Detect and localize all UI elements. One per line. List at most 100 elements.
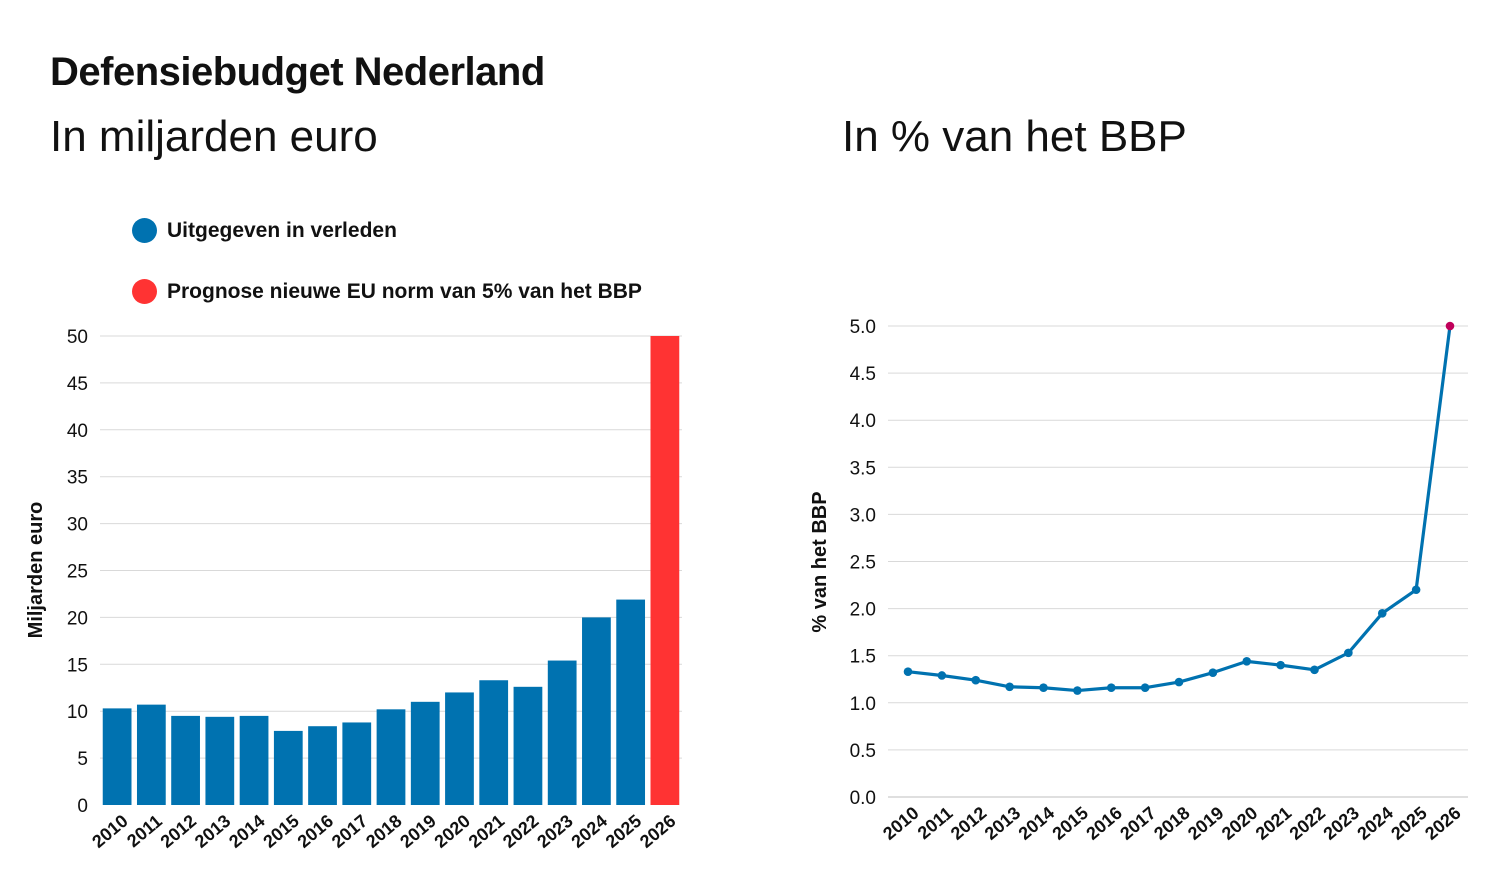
line-x-tick-label: 2013 xyxy=(981,803,1025,844)
line-point-2026 xyxy=(1445,321,1455,331)
bar-x-tick-label: 2026 xyxy=(636,811,680,852)
bar-x-tick-label: 2018 xyxy=(362,811,406,852)
line-y-tick-label: 3.0 xyxy=(850,505,876,526)
bar-2024 xyxy=(582,617,611,805)
bar-2011 xyxy=(136,704,166,805)
line-y-axis-label: % van het BBP xyxy=(809,491,831,632)
bar-x-tick-label: 2014 xyxy=(225,811,269,852)
legend-swatch-past xyxy=(132,218,157,243)
bar-y-tick-label: 45 xyxy=(67,374,88,395)
bar-x-tick-label: 2022 xyxy=(499,811,543,852)
line-x-tick-label: 2026 xyxy=(1421,803,1465,844)
legend-swatch-forecast xyxy=(132,279,157,304)
line-x-tick-label: 2021 xyxy=(1252,803,1296,844)
bar-y-tick-label: 15 xyxy=(67,655,88,676)
bar-y-tick-label: 5 xyxy=(77,749,88,770)
bar-2016 xyxy=(308,726,337,805)
line-point-2016 xyxy=(1106,683,1116,693)
line-x-tick-label: 2019 xyxy=(1184,803,1228,844)
line-x-tick-label: 2015 xyxy=(1048,803,1092,844)
line-y-tick-label: 5.0 xyxy=(850,317,876,338)
line-point-2021 xyxy=(1276,660,1285,670)
line-point-2022 xyxy=(1310,665,1319,675)
bar-y-tick-label: 25 xyxy=(67,562,88,583)
bar-x-tick-label: 2010 xyxy=(88,811,132,852)
bar-y-tick-label: 20 xyxy=(67,608,88,629)
line-point-2010 xyxy=(903,667,913,677)
legend-item-forecast: Prognose nieuwe EU norm van 5% van het B… xyxy=(132,279,642,304)
line-series xyxy=(907,325,1452,693)
bar-x-tick-label: 2016 xyxy=(294,811,338,852)
line-point-2017 xyxy=(1140,683,1150,693)
legend-item-past: Uitgegeven in verleden xyxy=(132,218,397,243)
line-x-tick-label: 2022 xyxy=(1286,803,1330,844)
bar-chart-subtitle: In miljarden euro xyxy=(50,112,378,161)
line-x-tick-label: 2010 xyxy=(879,803,923,844)
line-point-2011 xyxy=(937,671,947,680)
bar-y-tick-label: 50 xyxy=(67,327,88,348)
line-point-2018 xyxy=(1174,677,1184,687)
line-point-2015 xyxy=(1073,686,1082,695)
line-x-tick-label: 2011 xyxy=(914,803,957,843)
bar-x-tick-label: 2012 xyxy=(157,811,201,852)
bar-2025 xyxy=(616,599,646,805)
bar-2022 xyxy=(513,686,543,805)
bar-x-tick-label: 2023 xyxy=(533,811,577,852)
line-x-tick-label: 2025 xyxy=(1387,803,1431,844)
line-point-2024 xyxy=(1377,609,1387,618)
line-point-2014 xyxy=(1039,683,1048,693)
bar-x-tick-label: 2013 xyxy=(191,811,235,852)
bar-2017 xyxy=(342,722,372,805)
line-y-tick-label: 3.5 xyxy=(850,458,876,479)
line-x-tick-label: 2023 xyxy=(1319,803,1363,844)
line-x-tick-label: 2017 xyxy=(1116,803,1160,844)
bar-x-tick-label: 2015 xyxy=(259,811,303,852)
line-y-tick-label: 4.5 xyxy=(850,364,876,385)
bar-2018 xyxy=(376,709,406,805)
bar-2010 xyxy=(102,708,132,805)
line-y-tick-label: 1.5 xyxy=(850,647,876,668)
bar-2014 xyxy=(239,715,269,805)
line-point-2025 xyxy=(1411,585,1421,595)
line-point-2012 xyxy=(971,675,981,685)
legend-label-forecast: Prognose nieuwe EU norm van 5% van het B… xyxy=(167,279,642,303)
bar-x-tick-label: 2024 xyxy=(567,811,611,852)
bar-2021 xyxy=(479,680,509,805)
line-x-tick-label: 2016 xyxy=(1082,803,1126,844)
line-chart: 0.0 0.5 1.0 1.5 2.0 2.5 3.0 3.5 4.0 4.5 5.0 % van h… xyxy=(809,317,1468,844)
bar-2015 xyxy=(273,730,303,805)
line-chart-subtitle: In % van het BBP xyxy=(842,112,1187,161)
line-y-tick-label: 1.0 xyxy=(850,694,876,715)
line-x-tick-label: 2012 xyxy=(947,803,991,844)
bar-y-tick-label: 0 xyxy=(77,796,88,817)
line-point-2023 xyxy=(1344,648,1353,658)
line-point-2019 xyxy=(1208,668,1218,677)
line-y-tick-label: 4.0 xyxy=(850,411,876,432)
legend-label-past: Uitgegeven in verleden xyxy=(167,218,397,242)
line-point-2020 xyxy=(1242,657,1252,666)
bar-2020 xyxy=(445,692,474,805)
bar-y-tick-label: 35 xyxy=(67,468,88,489)
bar-x-tick-label: 2017 xyxy=(328,811,372,852)
bar-2026 xyxy=(650,336,680,805)
line-x-tick-label: 2018 xyxy=(1150,803,1194,844)
line-x-tick-label: 2020 xyxy=(1218,803,1262,844)
line-point-2013 xyxy=(1005,682,1014,692)
bar-2013 xyxy=(205,716,235,805)
bar-x-tick-label: 2011 xyxy=(123,811,166,851)
bar-2023 xyxy=(547,660,577,805)
bar-y-tick-label: 10 xyxy=(67,702,88,723)
bar-x-tick-label: 2021 xyxy=(465,811,509,852)
bar-y-axis-label: Miljarden euro xyxy=(25,502,47,639)
line-y-tick-label: 0.5 xyxy=(850,741,876,762)
bar-2012 xyxy=(171,715,200,805)
bar-x-tick-label: 2019 xyxy=(396,811,440,852)
bar-2019 xyxy=(410,701,440,805)
bar-y-tick-label: 40 xyxy=(67,421,88,442)
line-x-tick-label: 2014 xyxy=(1015,803,1059,844)
line-y-tick-label: 2.5 xyxy=(850,553,876,574)
line-y-tick-label: 2.0 xyxy=(850,600,876,621)
line-x-tick-label: 2024 xyxy=(1353,803,1397,844)
